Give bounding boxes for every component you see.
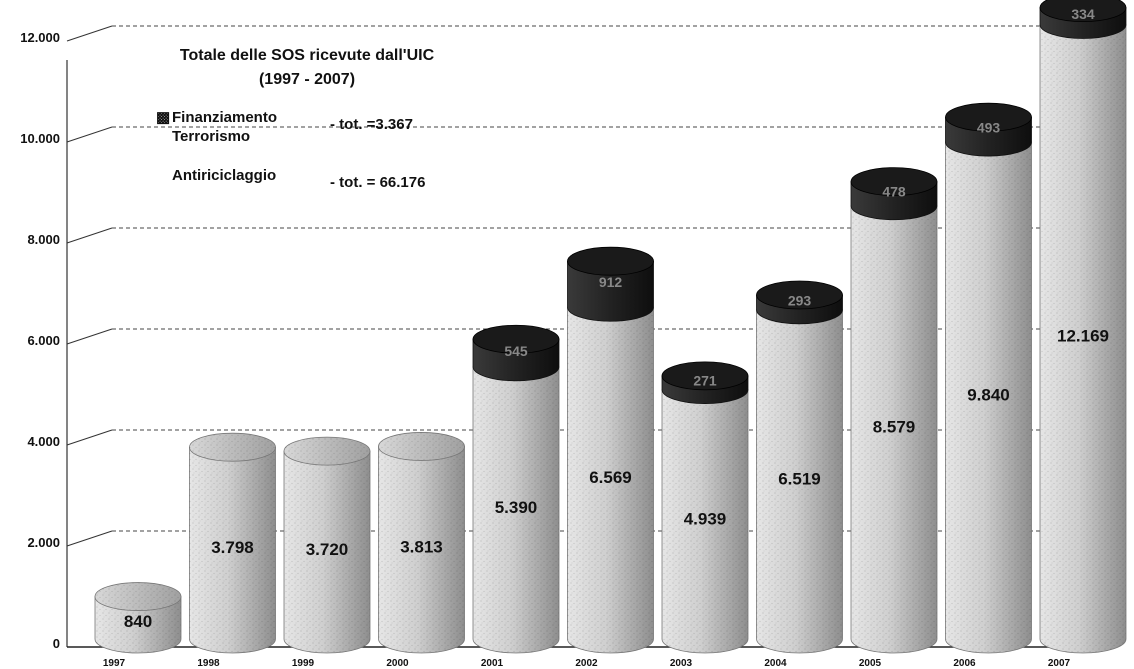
legend-marker-terrorism-icon: ▩ <box>156 109 170 126</box>
legend-label-terrorism-line1: Finanziamento <box>172 109 277 126</box>
bar-group-2006: 493 9.840 <box>945 102 1032 654</box>
bar-group-2005: 478 8.579 <box>850 167 938 654</box>
data-label-terrorismo: 271 <box>693 373 717 389</box>
bar-texture <box>1040 24 1126 653</box>
y-tick-label: 10.000 <box>20 131 60 146</box>
y-tick-mark <box>66 126 113 143</box>
bar-group-1999: 3.720 <box>283 436 371 654</box>
x-tick-label: 2001 <box>481 658 504 669</box>
x-tick-label: 2006 <box>953 658 976 669</box>
y-tick-label: 6.000 <box>27 333 60 348</box>
x-tick-label: 2004 <box>764 658 787 669</box>
y-tick-label: 12.000 <box>20 30 60 45</box>
bar-group-2007: 334 12.169 <box>1039 0 1127 654</box>
bar-texture <box>284 451 370 653</box>
y-tick-mark <box>66 227 113 244</box>
bars: 840 3.798 3.720 3.813 545 5.390 912 6.569 271 4.9… <box>94 0 1127 654</box>
x-tick-label: 2000 <box>386 658 409 669</box>
data-label-terrorismo: 493 <box>977 120 1001 136</box>
x-tick-label: 2003 <box>670 658 693 669</box>
data-label-antiriciclaggio: 3.720 <box>306 540 349 559</box>
y-tick-mark <box>66 328 113 345</box>
chart-title-block: Totale delle SOS ricevute dall'UIC (1997… <box>180 47 435 88</box>
legend-label-terrorism-line2: Terrorismo <box>172 128 250 145</box>
chart-subtitle: (1997 - 2007) <box>259 71 355 88</box>
bar-top-cap <box>567 246 654 276</box>
y-tick-label: 2.000 <box>27 535 60 550</box>
bar-top-cap <box>756 280 843 310</box>
bar-group-1997: 840 <box>94 582 182 654</box>
bar-texture <box>189 447 276 654</box>
bar-group-1998: 3.798 <box>189 432 276 654</box>
x-tick-label: 2005 <box>859 658 882 669</box>
x-tick-label: 2007 <box>1048 658 1071 669</box>
bar-texture <box>378 446 465 654</box>
data-label-terrorismo: 545 <box>504 343 528 359</box>
y-tick-label: 4.000 <box>27 434 60 449</box>
bar-group-2003: 271 4.939 <box>661 361 749 654</box>
bar-terrorismo-2002 <box>567 260 654 322</box>
data-label-antiriciclaggio: 3.798 <box>211 538 254 557</box>
bar-group-2000: 3.813 <box>378 432 465 654</box>
data-label-antiriciclaggio: 8.579 <box>873 417 916 436</box>
data-label-antiriciclaggio: 5.390 <box>495 498 538 517</box>
x-tick-label: 1998 <box>197 658 220 669</box>
data-label-antiriciclaggio: 4.939 <box>684 509 727 528</box>
x-tick-label: 1997 <box>103 658 126 669</box>
y-tick-label: 0 <box>53 636 60 651</box>
bar-group-2002: 912 6.569 <box>567 246 654 654</box>
y-axis-ticks: 0 2.000 4.000 6.000 8.000 10.000 12.000 <box>20 25 113 651</box>
y-tick-mark <box>66 25 113 42</box>
bar-texture <box>756 309 843 654</box>
data-label-antiriciclaggio: 6.569 <box>589 468 632 487</box>
bar-top-cap <box>472 324 560 354</box>
y-tick-mark <box>66 530 113 547</box>
y-tick-mark <box>66 429 113 446</box>
data-label-antiriciclaggio: 9.840 <box>967 386 1010 405</box>
y-tick-label: 8.000 <box>27 232 60 247</box>
x-tick-label: 1999 <box>292 658 315 669</box>
bar-texture <box>378 432 465 461</box>
bar-group-2004: 293 6.519 <box>756 280 843 654</box>
legend-total-terrorism: - tot. =3.367 <box>330 116 413 133</box>
data-label-terrorismo: 478 <box>882 184 906 200</box>
bar-top-cap <box>1039 0 1127 22</box>
data-label-terrorismo: 334 <box>1071 6 1095 22</box>
data-label-antiriciclaggio: 3.813 <box>400 538 443 557</box>
x-axis-ticks: 1997 1998 1999 2000 2001 2002 2003 2004 2005 2006… <box>103 647 1084 669</box>
x-tick-label: 2002 <box>575 658 598 669</box>
bar-texture <box>945 142 1032 654</box>
bar-texture <box>473 366 559 653</box>
data-label-terrorismo: 912 <box>599 274 623 290</box>
bar-texture <box>567 307 654 654</box>
bar-top-cap <box>661 361 749 391</box>
bar-texture <box>662 389 748 653</box>
bar-texture <box>95 582 181 611</box>
data-label-antiriciclaggio: 12.169 <box>1057 327 1109 346</box>
bar-group-2001: 545 5.390 <box>472 324 560 654</box>
bar-top-cap <box>850 167 938 197</box>
bar-texture <box>95 596 181 653</box>
legend-label-antiriciclaggio: Antiriciclaggio <box>172 167 276 184</box>
data-label-antiriciclaggio: 6.519 <box>778 469 821 488</box>
bar-top-cap <box>945 102 1032 132</box>
legend: ▩ Finanziamento Terrorismo - tot. =3.367… <box>156 109 425 191</box>
bar-texture <box>851 205 937 653</box>
data-label-antiriciclaggio: 840 <box>124 612 152 631</box>
bar-texture <box>189 433 276 462</box>
legend-total-antiriciclaggio: - tot. = 66.176 <box>330 174 425 191</box>
chart-title: Totale delle SOS ricevute dall'UIC <box>180 47 435 64</box>
data-label-terrorismo: 293 <box>788 292 812 308</box>
bar-texture <box>284 437 370 466</box>
